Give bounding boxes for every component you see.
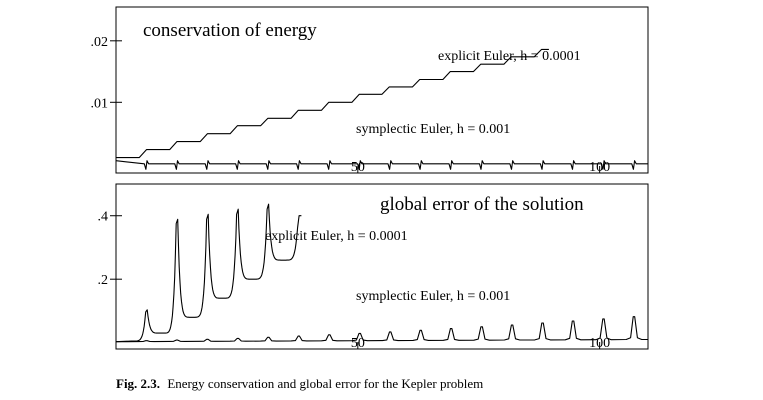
error-series-symplectic-euler bbox=[115, 316, 648, 343]
figure-caption: Fig. 2.3. Energy conservation and global… bbox=[116, 376, 483, 391]
error-chart-y-axis: .2 .4 bbox=[98, 210, 122, 288]
error-x-tick-label-0: 50 bbox=[351, 336, 365, 351]
energy-series-symplectic-euler bbox=[115, 160, 648, 170]
error-chart-frame bbox=[115, 183, 649, 350]
error-annotation-symplectic-euler: symplectic Euler, h = 0.001 bbox=[356, 289, 510, 304]
error-annotation-explicit-euler: explicit Euler, h = 0.0001 bbox=[265, 229, 408, 244]
error-chart-title: global error of the solution bbox=[380, 194, 584, 215]
energy-y-tick-label-1: .02 bbox=[91, 35, 109, 50]
energy-x-tick-label-0: 50 bbox=[351, 160, 365, 175]
figure-caption-text: Energy conservation and global error for… bbox=[167, 376, 483, 391]
error-chart: global error of the solution .2.4 50 100 … bbox=[98, 183, 649, 351]
energy-chart-title: conservation of energy bbox=[143, 20, 317, 41]
energy-y-tick-label-0: .01 bbox=[91, 96, 109, 111]
energy-chart-frame bbox=[115, 6, 649, 174]
error-series-explicit-euler bbox=[115, 203, 302, 343]
energy-annotation-symplectic-euler: symplectic Euler, h = 0.001 bbox=[356, 122, 510, 137]
figure-caption-label: Fig. 2.3. bbox=[116, 376, 160, 391]
energy-chart: conservation of energy .01 .02 50 100 expl… bbox=[91, 6, 649, 175]
energy-annotation-explicit-euler: explicit Euler, h = 0.0001 bbox=[438, 49, 581, 64]
energy-x-tick-label-1: 100 bbox=[589, 160, 610, 175]
energy-series-explicit-euler bbox=[116, 48, 549, 159]
error-y-tick-label-1: .4 bbox=[98, 210, 109, 225]
energy-chart-y-axis: .01 .02 bbox=[91, 35, 122, 111]
error-y-tick-label-0: .2 bbox=[98, 273, 109, 288]
